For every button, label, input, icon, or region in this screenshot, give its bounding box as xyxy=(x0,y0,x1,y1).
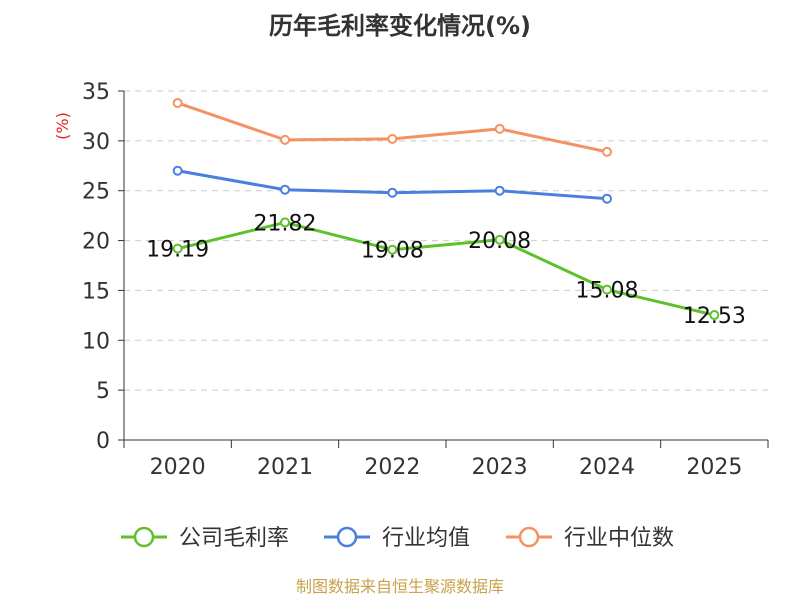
legend-swatch-marker xyxy=(336,526,358,548)
y-tick-label: 15 xyxy=(82,279,110,304)
data-label: 12.53 xyxy=(683,304,746,329)
legend-label: 行业中位数 xyxy=(564,526,674,551)
data-point xyxy=(387,244,398,255)
series-line xyxy=(177,220,715,317)
data-label: 19.19 xyxy=(146,238,209,263)
data-point xyxy=(172,165,183,176)
y-axis-label: (%) xyxy=(53,112,72,140)
data-point xyxy=(280,184,290,195)
x-tick-label: 2022 xyxy=(364,455,420,480)
data-label: 20.08 xyxy=(468,229,531,254)
series-line xyxy=(177,101,608,154)
x-tick-label: 2023 xyxy=(472,455,528,480)
data-point xyxy=(280,134,290,145)
data-point xyxy=(602,193,612,204)
data-label: 15.08 xyxy=(576,279,639,304)
legend-item[interactable]: 行业均值 xyxy=(324,526,470,551)
source-note: 制图数据来自恒生聚源数据库 xyxy=(296,577,504,596)
legend-item[interactable]: 行业中位数 xyxy=(506,526,674,551)
series-2 xyxy=(172,97,612,157)
data-point xyxy=(494,185,505,196)
y-tick-label: 30 xyxy=(82,130,110,155)
legend-label: 行业均值 xyxy=(382,526,470,551)
y-tick-label: 10 xyxy=(82,329,110,354)
legend-swatch-marker xyxy=(518,526,540,548)
legend[interactable]: 公司毛利率 行业均值 行业中位数 xyxy=(121,526,674,551)
legend-label: 公司毛利率 xyxy=(179,526,289,551)
legend-item[interactable]: 公司毛利率 xyxy=(121,526,289,551)
data-point xyxy=(494,234,505,245)
data-point xyxy=(387,133,398,144)
data-label: 21.82 xyxy=(254,211,317,236)
grid-lines xyxy=(124,90,768,391)
data-label: 19.08 xyxy=(361,239,424,264)
y-tick-label: 25 xyxy=(82,180,110,205)
data-point xyxy=(172,97,183,108)
data-point xyxy=(280,217,290,228)
x-tick-label: 2021 xyxy=(257,455,313,480)
y-tick-label: 0 xyxy=(96,429,110,454)
series-0 xyxy=(172,217,720,321)
data-point xyxy=(602,146,612,157)
series-group xyxy=(172,97,720,321)
y-tick-label: 20 xyxy=(82,230,110,255)
chart-title: 历年毛利率变化情况(%) xyxy=(269,12,531,40)
x-tick-label: 2020 xyxy=(150,455,206,480)
data-point xyxy=(494,123,505,134)
x-tick-label: 2024 xyxy=(579,455,635,480)
x-tick-label: 2025 xyxy=(686,455,742,480)
legend-swatch-marker xyxy=(133,526,155,548)
data-point xyxy=(172,243,183,254)
data-point xyxy=(709,310,720,321)
y-tick-label: 35 xyxy=(82,80,110,105)
data-point xyxy=(387,187,398,198)
series-1 xyxy=(172,165,612,204)
y-tick-label: 5 xyxy=(96,379,110,404)
data-labels: 19.19 21.82 19.08 20.08 15.08 12.53 xyxy=(146,211,746,329)
data-point xyxy=(602,284,612,295)
